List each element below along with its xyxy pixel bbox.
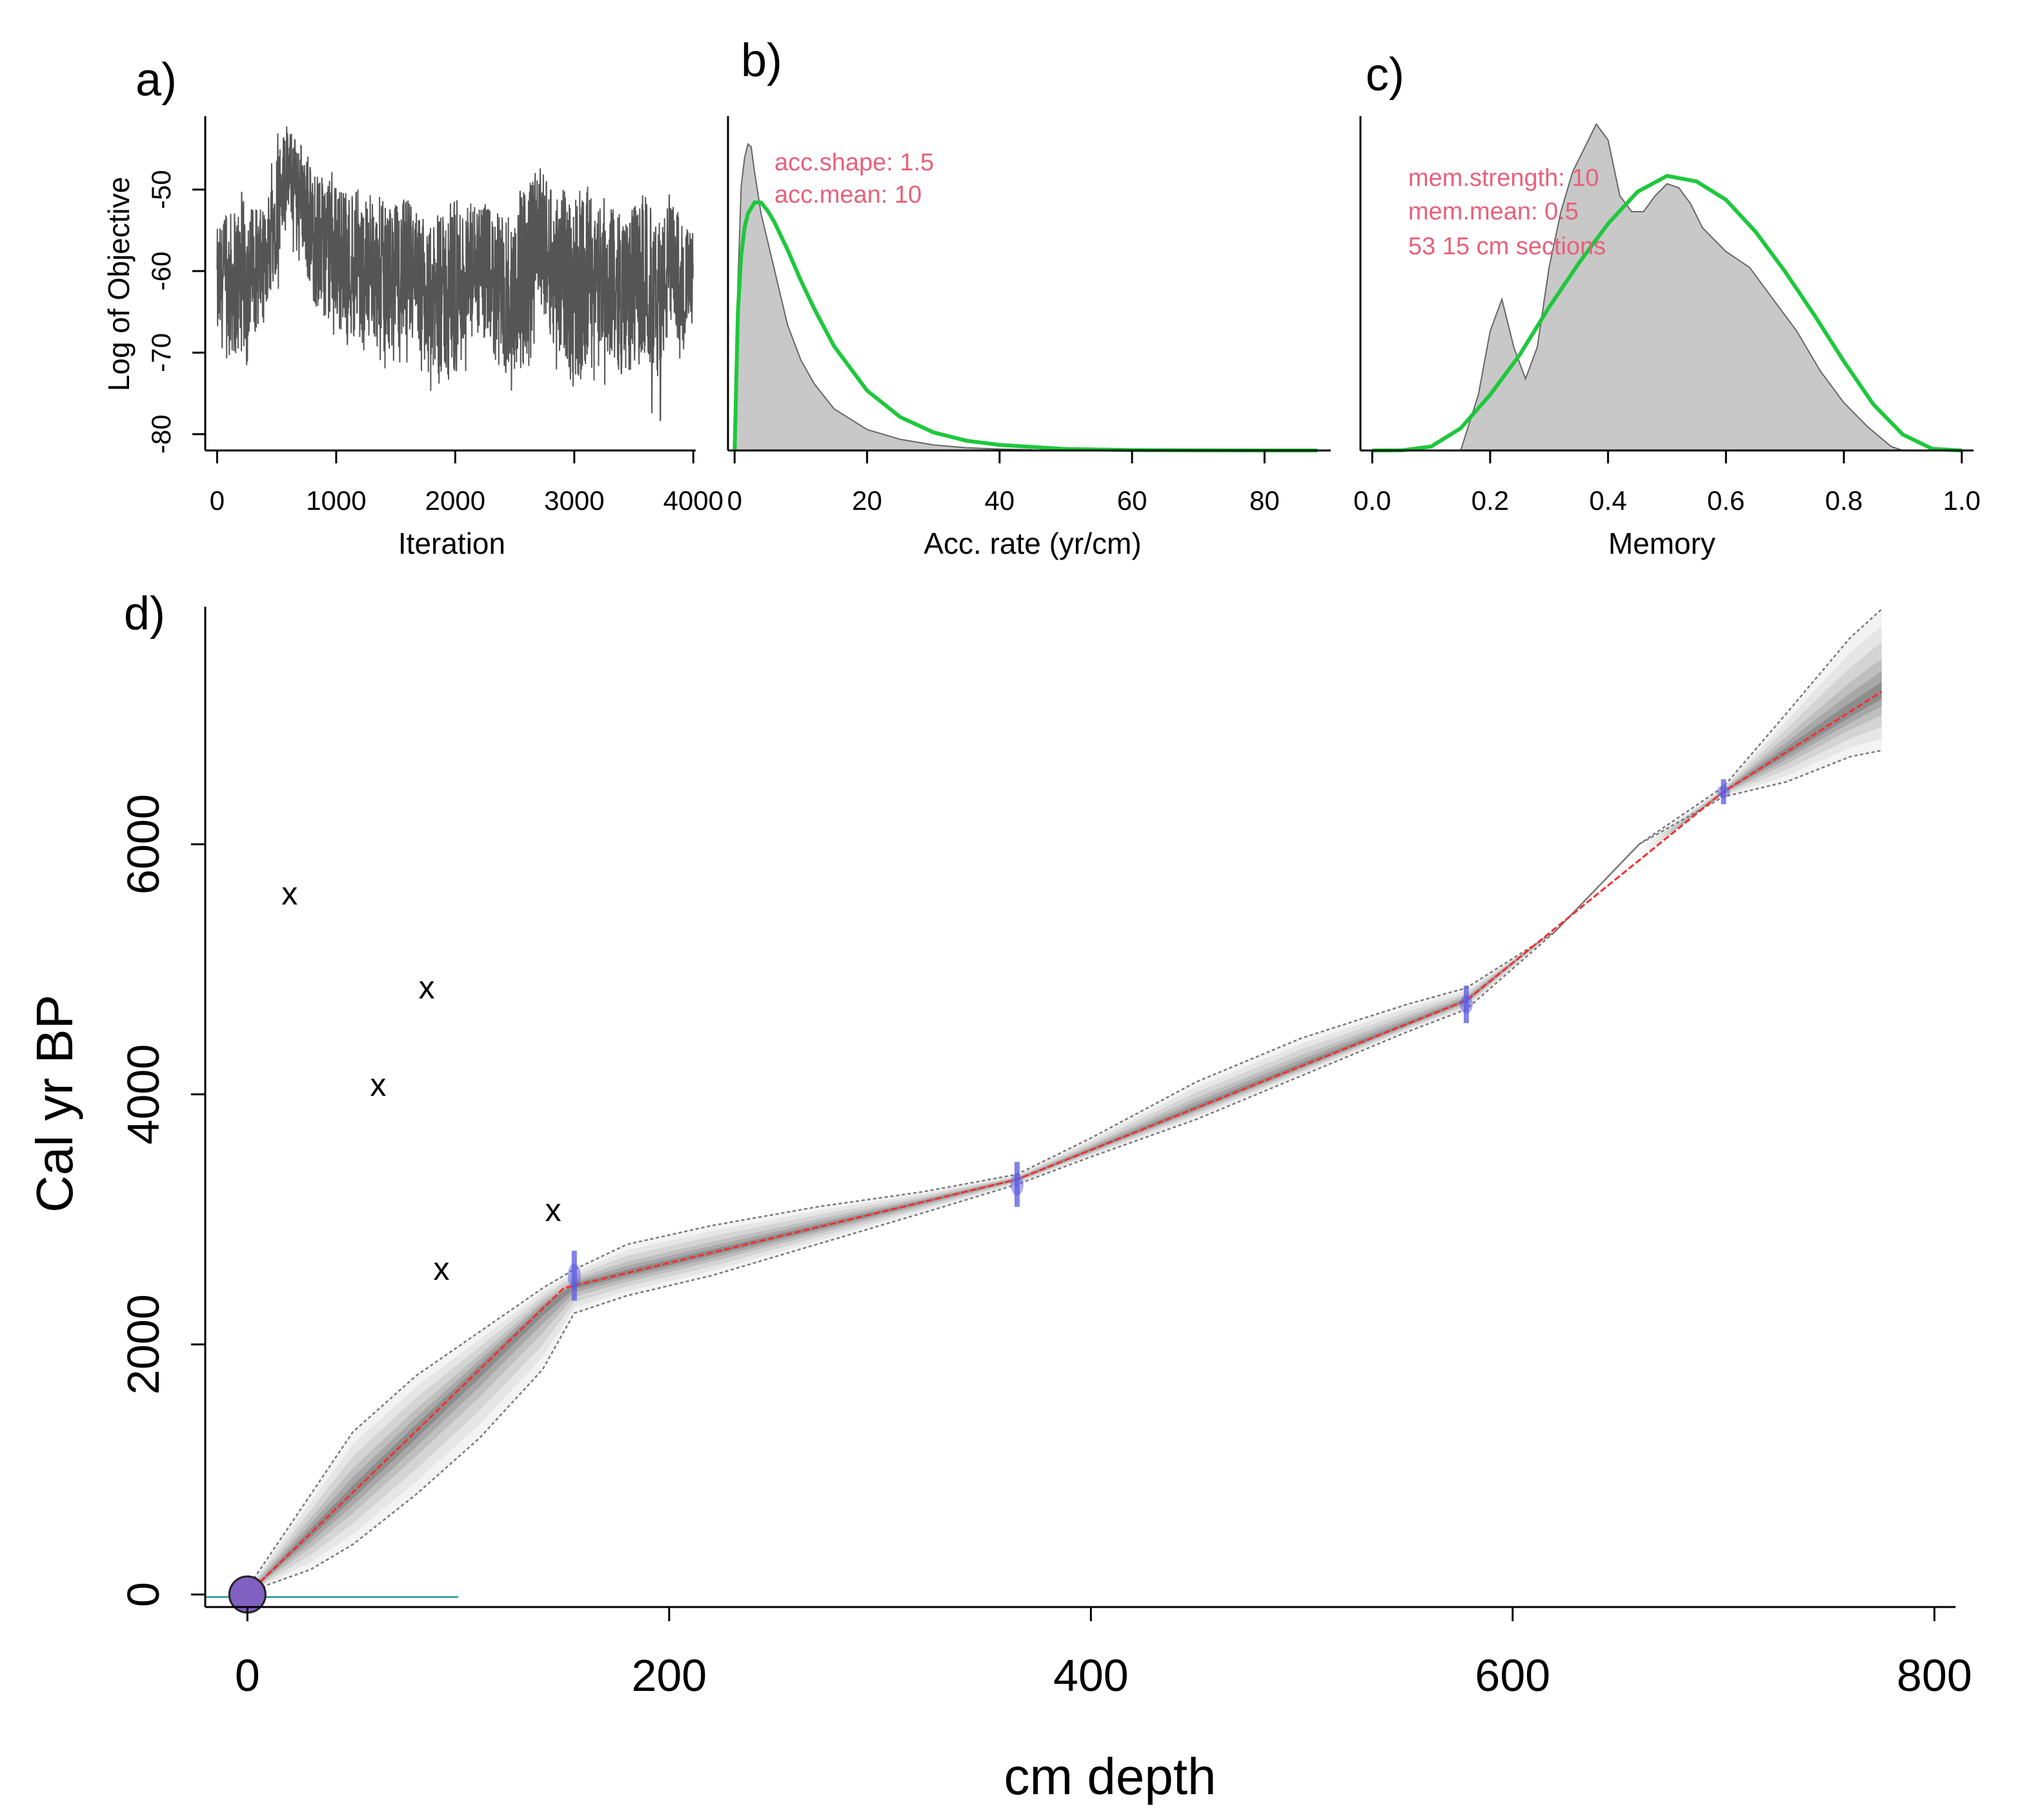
panel-c-marks — [1372, 123, 1962, 452]
x-tick-label: 60 — [1117, 485, 1147, 516]
x-tick-label: 0.4 — [1589, 485, 1626, 516]
panel-a-y-label: Log of Objective — [102, 177, 136, 391]
panel-c-x-ticks: 0.0 0.2 0.4 0.6 0.8 1.0 — [1353, 450, 1981, 516]
panel-b-acc-rate-plot: b) 0 20 40 60 80 Acc. rate (yr/cm) acc.shape… — [727, 35, 1331, 560]
y-tick-label: -60 — [146, 252, 176, 291]
y-tick-label: -70 — [146, 333, 176, 372]
panel-d-y-ticks: 0 2000 4000 6000 — [118, 794, 205, 1607]
panel-a-y-ticks: -80 -70 -60 -50 — [146, 170, 205, 454]
date-density — [1717, 785, 1730, 798]
panel-c-annotation-mean: mem.mean: 0.5 — [1408, 198, 1579, 225]
x-tick-label: 0.0 — [1353, 485, 1391, 516]
panel-a-x-ticks: 0 1000 2000 3000 4000 — [210, 450, 723, 516]
y-tick-label: 6000 — [118, 794, 168, 895]
y-tick-label: 2000 — [118, 1294, 168, 1395]
panel-d-age-depth-plot: d) x x x x x 0 200 400 600 800 0 2000 4000 6000 cm … — [26, 588, 1972, 1805]
x-tick-label: 0.8 — [1825, 485, 1863, 516]
envelope-band — [247, 658, 1882, 1596]
x-tick-label: 20 — [852, 485, 882, 516]
envelope-band — [247, 642, 1882, 1596]
panel-c-label: c) — [1366, 49, 1404, 101]
panel-b-marks — [733, 143, 1318, 452]
panel-a-trace-plot: a) 0 1000 2000 3000 4000 -80 -70 -60 -50 Iterat… — [102, 54, 723, 560]
panel-c-annotation-strength: mem.strength: 10 — [1408, 165, 1599, 192]
outlier-marker: x — [545, 1192, 561, 1228]
envelope-band — [247, 682, 1882, 1595]
outlier-marker: x — [419, 969, 435, 1006]
panel-b-annotation-shape: acc.shape: 1.5 — [774, 149, 934, 176]
x-tick-label: 3000 — [544, 485, 604, 516]
date-density — [1459, 995, 1473, 1014]
panel-c-annotation-sections: 53 15 cm sections — [1408, 233, 1606, 260]
envelope-band — [247, 609, 1882, 1597]
x-tick-label: 0.6 — [1707, 485, 1744, 516]
panel-c-memory-plot: c) 0.0 0.2 0.4 0.6 0.8 1.0 Memory mem.strengt… — [1353, 49, 1981, 560]
x-tick-label: 0 — [727, 485, 742, 516]
x-tick-label: 80 — [1249, 485, 1280, 516]
panel-a-x-label: Iteration — [398, 527, 505, 560]
panel-b-x-label: Acc. rate (yr/cm) — [924, 527, 1141, 560]
posterior-area — [734, 144, 1033, 450]
date-density — [1010, 1173, 1024, 1196]
x-tick-label: 2000 — [425, 485, 485, 516]
y-tick-label: 4000 — [118, 1044, 168, 1145]
panel-a-marks — [216, 126, 694, 421]
date-density — [567, 1263, 581, 1288]
y-tick-label: 0 — [118, 1582, 168, 1607]
x-tick-label: 0 — [210, 485, 225, 516]
panel-d-x-ticks: 0 200 400 600 800 — [235, 1607, 1972, 1701]
x-tick-label: 200 — [631, 1650, 707, 1701]
panel-c-x-label: Memory — [1608, 527, 1715, 560]
y-tick-label: -50 — [146, 170, 176, 209]
x-tick-label: 4000 — [663, 485, 723, 516]
outlier-marker: x — [281, 876, 298, 912]
y-tick-label: -80 — [146, 414, 176, 454]
posterior-line — [734, 143, 1033, 451]
panel-d-y-label: Cal yr BP — [26, 995, 83, 1213]
outlier-marker: x — [433, 1251, 449, 1287]
x-tick-label: 1.0 — [1943, 485, 1981, 516]
median-line — [247, 691, 1883, 1595]
x-tick-label: 0.2 — [1471, 485, 1509, 516]
x-tick-label: 40 — [984, 485, 1015, 516]
panel-b-annotation-mean: acc.mean: 10 — [774, 181, 922, 208]
x-tick-label: 0 — [235, 1650, 260, 1701]
prior-line — [733, 200, 1318, 452]
posterior-area — [1460, 124, 1903, 451]
x-tick-label: 800 — [1897, 1650, 1972, 1701]
prior-line — [1372, 174, 1962, 452]
panel-b-label: b) — [741, 35, 782, 86]
outlier-marker: x — [370, 1067, 386, 1103]
panel-d-label: d) — [124, 588, 165, 640]
envelope-lower-line — [247, 749, 1882, 1598]
envelope-band — [247, 671, 1882, 1595]
posterior-line — [1460, 123, 1903, 451]
panel-a-label: a) — [136, 54, 177, 106]
trace-line — [216, 126, 694, 421]
envelope-upper-line — [247, 608, 1883, 1589]
x-tick-label: 1000 — [306, 485, 366, 516]
panel-d-marks: x x x x x — [205, 608, 1883, 1614]
x-tick-label: 600 — [1475, 1650, 1550, 1701]
envelope-band — [247, 625, 1882, 1597]
panel-b-x-ticks: 0 20 40 60 80 — [727, 450, 1280, 516]
panel-d-x-label: cm depth — [1004, 1748, 1216, 1805]
x-tick-label: 400 — [1053, 1650, 1129, 1701]
